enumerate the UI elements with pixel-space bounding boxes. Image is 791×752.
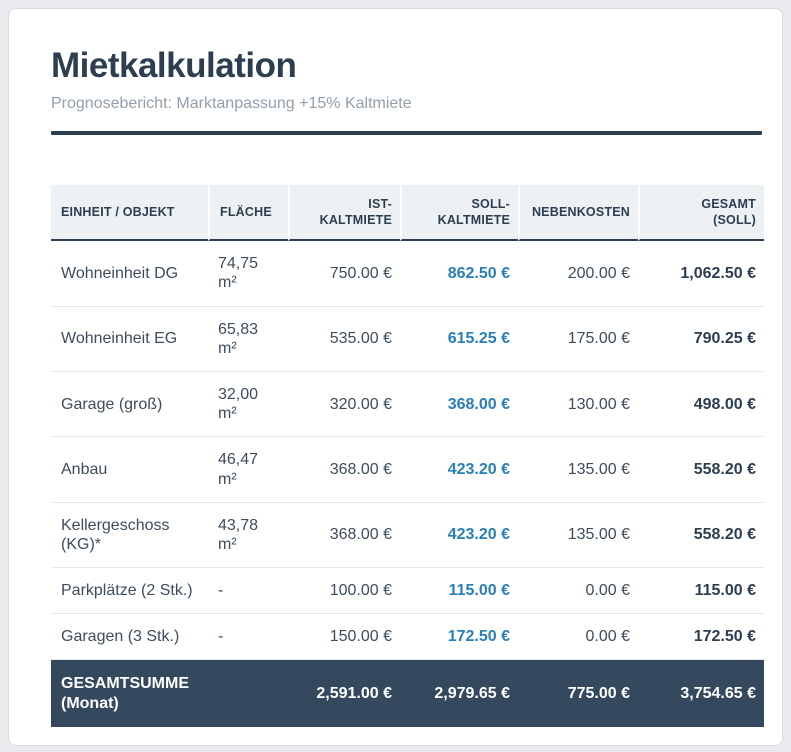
ist-kaltmiete-value: 320.00 € xyxy=(288,372,400,438)
table-row: Kellergeschoss (KG)* 43,78 m² 368.00 € 4… xyxy=(51,503,764,569)
ist-kaltmiete-value: 100.00 € xyxy=(288,568,400,615)
total-area-empty xyxy=(208,660,288,727)
gesamt-soll-value: 558.20 € xyxy=(638,437,764,503)
table-header-row: EINHEIT / OBJEKT FLÄCHE IST-KALTMIETE SO… xyxy=(51,184,764,242)
unit-name: Wohneinheit DG xyxy=(51,241,208,307)
nebenkosten-value: 175.00 € xyxy=(518,307,638,372)
unit-area: 43,78 m² xyxy=(208,503,288,569)
rent-calculation-table: EINHEIT / OBJEKT FLÄCHE IST-KALTMIETE SO… xyxy=(51,184,764,727)
col-header-gesamt-soll: GESAMT (SOLL) xyxy=(638,184,764,242)
table-row: Parkplätze (2 Stk.) - 100.00 € 115.00 € … xyxy=(51,568,764,615)
table-row: Wohneinheit DG 74,75 m² 750.00 € 862.50 … xyxy=(51,241,764,307)
soll-kaltmiete-value: 615.25 € xyxy=(400,307,518,372)
unit-area: 74,75 m² xyxy=(208,241,288,307)
total-soll-kaltmiete: 2,979.65 € xyxy=(400,660,518,727)
nebenkosten-value: 135.00 € xyxy=(518,437,638,503)
total-gesamt-soll: 3,754.65 € xyxy=(638,660,764,727)
ist-kaltmiete-value: 368.00 € xyxy=(288,503,400,569)
unit-area: - xyxy=(208,568,288,615)
table-total-row: GESAMTSUMME (Monat) 2,591.00 € 2,979.65 … xyxy=(51,660,764,727)
soll-kaltmiete-value: 368.00 € xyxy=(400,372,518,438)
soll-kaltmiete-value: 115.00 € xyxy=(400,568,518,615)
page-subtitle: Prognosebericht: Marktanpassung +15% Kal… xyxy=(51,94,412,112)
unit-name: Kellergeschoss (KG)* xyxy=(51,503,208,569)
col-header-einheit-objekt: EINHEIT / OBJEKT xyxy=(51,184,208,242)
ist-kaltmiete-value: 750.00 € xyxy=(288,241,400,307)
soll-kaltmiete-value: 423.20 € xyxy=(400,437,518,503)
col-header-soll-kaltmiete: SOLL-KALTMIETE xyxy=(400,184,518,242)
nebenkosten-value: 130.00 € xyxy=(518,372,638,438)
gesamt-soll-value: 1,062.50 € xyxy=(638,241,764,307)
unit-area: 46,47 m² xyxy=(208,437,288,503)
unit-area: - xyxy=(208,614,288,661)
col-header-ist-kaltmiete: IST-KALTMIETE xyxy=(288,184,400,242)
unit-name: Anbau xyxy=(51,437,208,503)
unit-name: Parkplätze (2 Stk.) xyxy=(51,568,208,615)
col-header-flaeche: FLÄCHE xyxy=(208,184,288,242)
unit-name: Garagen (3 Stk.) xyxy=(51,614,208,661)
total-nebenkosten: 775.00 € xyxy=(518,660,638,727)
gesamt-soll-value: 558.20 € xyxy=(638,503,764,569)
ist-kaltmiete-value: 368.00 € xyxy=(288,437,400,503)
table-row: Wohneinheit EG 65,83 m² 535.00 € 615.25 … xyxy=(51,307,764,372)
table-row: Garage (groß) 32,00 m² 320.00 € 368.00 €… xyxy=(51,372,764,438)
ist-kaltmiete-value: 535.00 € xyxy=(288,307,400,372)
unit-name: Wohneinheit EG xyxy=(51,307,208,372)
ist-kaltmiete-value: 150.00 € xyxy=(288,614,400,661)
report-card: Mietkalkulation Prognosebericht: Marktan… xyxy=(8,8,783,746)
gesamt-soll-value: 172.50 € xyxy=(638,614,764,661)
nebenkosten-value: 200.00 € xyxy=(518,241,638,307)
gesamt-soll-value: 115.00 € xyxy=(638,568,764,615)
col-header-nebenkosten: NEBENKOSTEN xyxy=(518,184,638,242)
nebenkosten-value: 0.00 € xyxy=(518,614,638,661)
table-row: Garagen (3 Stk.) - 150.00 € 172.50 € 0.0… xyxy=(51,614,764,661)
total-label: GESAMTSUMME (Monat) xyxy=(51,660,208,727)
gesamt-soll-value: 790.25 € xyxy=(638,307,764,372)
table-row: Anbau 46,47 m² 368.00 € 423.20 € 135.00 … xyxy=(51,437,764,503)
page: { "report": { "title": "Mietkalkulation"… xyxy=(0,8,791,752)
soll-kaltmiete-value: 862.50 € xyxy=(400,241,518,307)
soll-kaltmiete-value: 423.20 € xyxy=(400,503,518,569)
nebenkosten-value: 135.00 € xyxy=(518,503,638,569)
page-title: Mietkalkulation xyxy=(51,46,297,85)
gesamt-soll-value: 498.00 € xyxy=(638,372,764,438)
unit-name: Garage (groß) xyxy=(51,372,208,438)
nebenkosten-value: 0.00 € xyxy=(518,568,638,615)
total-ist-kaltmiete: 2,591.00 € xyxy=(288,660,400,727)
unit-area: 65,83 m² xyxy=(208,307,288,372)
unit-area: 32,00 m² xyxy=(208,372,288,438)
title-divider xyxy=(51,130,762,135)
soll-kaltmiete-value: 172.50 € xyxy=(400,614,518,661)
